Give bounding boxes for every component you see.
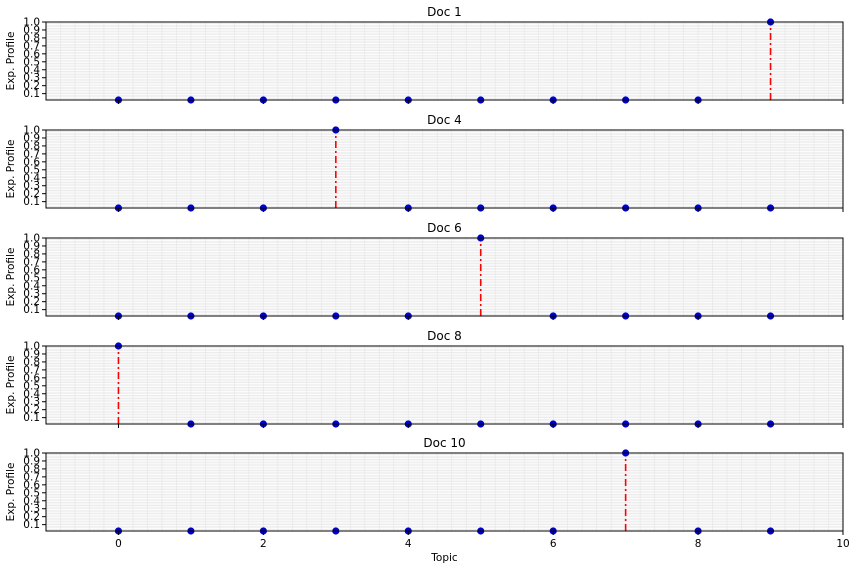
y-tick-label: 0.4 <box>23 64 40 76</box>
y-tick-label: 0.8 <box>23 356 40 368</box>
y-tick-label: 0.7 <box>23 364 40 376</box>
y-tick-label: 0.3 <box>23 288 40 300</box>
y-tick-label: 0.5 <box>23 56 40 68</box>
x-tick-label: 8 <box>695 538 702 550</box>
y-tick-label: 0.1 <box>23 304 40 316</box>
y-axis-label: Exp. Profile <box>5 463 17 522</box>
y-tick-label: 0.9 <box>23 24 40 36</box>
y-axis-label: Exp. Profile <box>5 32 17 91</box>
y-tick-label: 1.0 <box>23 17 40 29</box>
y-tick-label: 0.4 <box>23 280 40 292</box>
subplot-title: Doc 8 <box>427 329 462 343</box>
subplot-doc-1: 0.10.20.30.40.50.60.70.80.91.0 Doc 1 Exp. … <box>5 5 844 104</box>
axes-frame <box>45 452 844 532</box>
y-tick-label: 0.3 <box>23 180 40 192</box>
y-tick-label: 0.6 <box>23 372 40 384</box>
y-tick-label: 0.2 <box>23 511 40 523</box>
subplot-doc-4: 0.10.20.30.40.50.60.70.80.91.0 Doc 8 Exp. … <box>5 329 844 428</box>
y-tick-label: 0.4 <box>23 172 40 184</box>
y-tick-label: 0.9 <box>23 132 40 144</box>
x-tick-label: 4 <box>405 538 412 550</box>
y-tick-label: 1.0 <box>23 448 40 460</box>
y-tick-label: 0.1 <box>23 196 40 208</box>
subplot-title: Doc 10 <box>423 436 465 450</box>
x-tick-label: 6 <box>550 538 557 550</box>
y-tick-label: 0.8 <box>23 32 40 44</box>
y-tick-label: 0.7 <box>23 256 40 268</box>
x-tick-label: 2 <box>260 538 267 550</box>
y-tick-label: 0.8 <box>23 463 40 475</box>
y-tick-label: 0.5 <box>23 272 40 284</box>
y-tick-label: 0.2 <box>23 188 40 200</box>
y-tick-label: 0.5 <box>23 164 40 176</box>
y-axis-label: Exp. Profile <box>5 140 17 199</box>
subplot-title: Doc 4 <box>427 113 462 127</box>
y-tick-label: 0.2 <box>23 404 40 416</box>
subplot-doc-5: 0.10.20.30.40.50.60.70.80.91.0 Doc 10 Exp.… <box>5 436 850 564</box>
subplot-title: Doc 1 <box>427 5 462 19</box>
y-tick-label: 0.7 <box>23 40 40 52</box>
subplot-doc-2: 0.10.20.30.40.50.60.70.80.91.0 Doc 4 Exp. … <box>5 113 844 212</box>
y-tick-label: 0.1 <box>23 519 40 531</box>
y-tick-label: 0.6 <box>23 264 40 276</box>
y-tick-label: 0.4 <box>23 495 40 507</box>
y-axis-label: Exp. Profile <box>5 248 17 307</box>
y-tick-label: 0.9 <box>23 240 40 252</box>
y-tick-label: 0.6 <box>23 48 40 60</box>
y-tick-label: 0.3 <box>23 72 40 84</box>
axes-frame <box>45 237 844 317</box>
y-tick-label: 0.5 <box>23 380 40 392</box>
y-tick-label: 1.0 <box>23 125 40 137</box>
y-tick-label: 0.8 <box>23 248 40 260</box>
x-tick-label: 10 <box>836 538 849 550</box>
y-tick-label: 0.4 <box>23 388 40 400</box>
y-tick-label: 0.8 <box>23 140 40 152</box>
y-tick-label: 0.1 <box>23 412 40 424</box>
y-tick-label: 0.7 <box>23 471 40 483</box>
y-tick-label: 0.3 <box>23 396 40 408</box>
y-tick-label: 0.7 <box>23 148 40 160</box>
axes-frame <box>45 129 844 209</box>
axes-frame <box>45 21 844 101</box>
y-tick-label: 0.1 <box>23 88 40 100</box>
y-tick-label: 0.2 <box>23 80 40 92</box>
y-tick-label: 0.9 <box>23 348 40 360</box>
subplot-doc-3: 0.10.20.30.40.50.60.70.80.91.0 Doc 6 Exp. … <box>5 221 844 320</box>
x-axis-label: Topic <box>430 552 458 564</box>
y-tick-label: 0.3 <box>23 503 40 515</box>
y-tick-label: 0.6 <box>23 479 40 491</box>
y-tick-label: 0.2 <box>23 296 40 308</box>
y-tick-label: 1.0 <box>23 341 40 353</box>
y-axis-label: Exp. Profile <box>5 356 17 415</box>
x-tick-label: 0 <box>115 538 122 550</box>
y-tick-label: 0.6 <box>23 156 40 168</box>
y-tick-label: 0.5 <box>23 487 40 499</box>
axes-frame <box>45 345 844 425</box>
subplot-title: Doc 6 <box>427 221 462 235</box>
y-tick-label: 1.0 <box>23 233 40 245</box>
y-tick-label: 0.9 <box>23 455 40 467</box>
